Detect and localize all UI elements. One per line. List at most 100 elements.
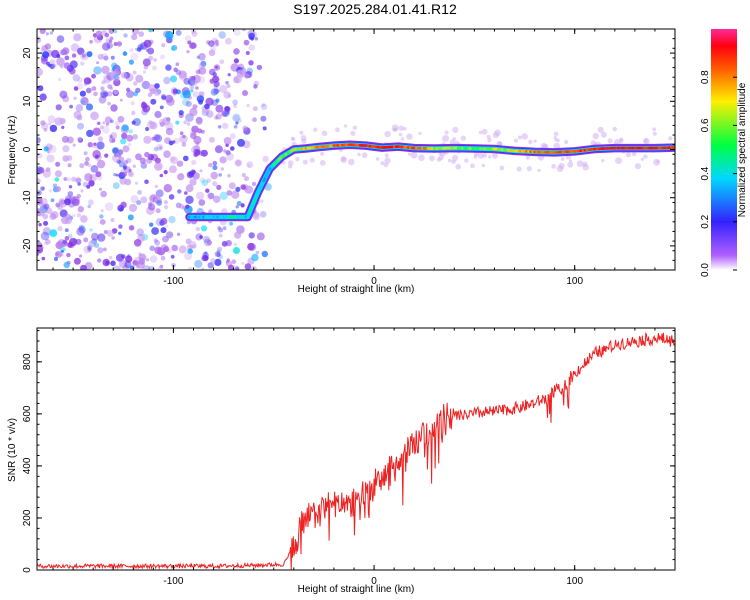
noise-speck [455, 163, 462, 170]
noise-speck [301, 138, 307, 144]
noise-speck [231, 259, 237, 265]
noise-speck [226, 190, 233, 196]
noise-speck [77, 77, 83, 83]
noise-speck [170, 75, 177, 83]
noise-speck [221, 110, 228, 117]
noise-speck [114, 120, 120, 126]
noise-speck [233, 29, 241, 36]
noise-speck [49, 63, 55, 70]
noise-speck [160, 255, 166, 261]
noise-speck [567, 161, 574, 168]
noise-speck [470, 163, 475, 169]
noise-speck [95, 171, 102, 178]
noise-speck [219, 191, 228, 200]
noise-speck [202, 235, 210, 243]
noise-speck [87, 204, 91, 209]
noise-speck [597, 126, 604, 133]
noise-speck [154, 184, 159, 189]
noise-speck [222, 226, 227, 231]
noise-speck [525, 155, 530, 160]
noise-speck [103, 73, 112, 82]
noise-speck [135, 181, 138, 185]
noise-speck [219, 59, 225, 65]
noise-speck [202, 254, 209, 262]
noise-speck [228, 182, 236, 190]
noise-speck [159, 173, 164, 178]
noise-speck [56, 57, 65, 66]
noise-speck [214, 115, 219, 120]
noise-speck [37, 85, 44, 92]
noise-speck [179, 173, 184, 177]
spectrogram-noise [37, 29, 673, 270]
noise-speck [97, 53, 104, 60]
noise-speck [188, 240, 197, 249]
noise-speck [97, 258, 102, 263]
noise-speck [45, 239, 51, 245]
noise-speck [264, 184, 271, 191]
noise-speck [236, 69, 246, 78]
noise-speck [210, 258, 216, 264]
noise-speck [60, 249, 64, 253]
noise-speck [153, 58, 157, 62]
noise-speck [67, 163, 72, 168]
noise-speck [400, 137, 405, 141]
noise-speck [195, 226, 200, 232]
noise-speck [198, 91, 205, 97]
noise-speck [63, 261, 70, 269]
noise-speck [147, 201, 153, 207]
noise-speck [168, 194, 175, 200]
noise-speck [190, 132, 197, 140]
noise-speck [43, 241, 48, 246]
noise-speck [248, 44, 255, 51]
noise-speck [215, 113, 222, 120]
noise-speck [58, 77, 62, 82]
noise-speck [201, 255, 207, 262]
noise-speck [343, 124, 348, 128]
noise-speck [142, 70, 147, 74]
noise-speck [148, 203, 156, 211]
x-tick-label: 100 [566, 576, 583, 587]
noise-speck [108, 39, 113, 43]
noise-speck [54, 250, 62, 258]
noise-speck [223, 111, 230, 117]
noise-speck [113, 74, 120, 82]
noise-speck [560, 157, 565, 161]
noise-speck [61, 125, 65, 129]
noise-speck [63, 177, 68, 181]
noise-speck [92, 150, 101, 159]
noise-speck [128, 172, 133, 176]
noise-speck [159, 264, 164, 269]
noise-speck [72, 143, 76, 147]
noise-speck [204, 103, 210, 110]
noise-speck [251, 253, 259, 262]
noise-speck [178, 110, 184, 116]
noise-speck [92, 127, 102, 136]
snr-series [37, 332, 675, 570]
noise-speck [244, 73, 250, 79]
colorbar-tick-label: 0.8 [700, 70, 711, 84]
snr-plot: -100 0 100 0 200 400 600 800 [22, 327, 676, 587]
noise-speck [223, 137, 232, 145]
noise-speck [398, 132, 403, 137]
noise-speck [67, 191, 74, 197]
noise-speck [320, 151, 325, 156]
noise-speck [126, 134, 134, 142]
noise-speck [218, 233, 223, 238]
noise-speck [451, 154, 459, 162]
noise-speck [117, 153, 122, 158]
noise-speck [643, 154, 648, 159]
noise-speck [54, 177, 60, 182]
noise-speck [533, 139, 537, 143]
noise-speck [384, 130, 391, 138]
noise-speck [207, 262, 214, 269]
noise-speck [125, 90, 134, 98]
noise-speck [201, 267, 205, 270]
noise-speck [184, 252, 193, 261]
noise-speck [232, 99, 238, 105]
noise-speck [37, 208, 45, 217]
noise-speck [87, 142, 94, 148]
noise-speck [248, 232, 255, 239]
noise-speck [189, 85, 195, 90]
noise-speck [168, 215, 176, 224]
noise-speck [481, 128, 488, 135]
